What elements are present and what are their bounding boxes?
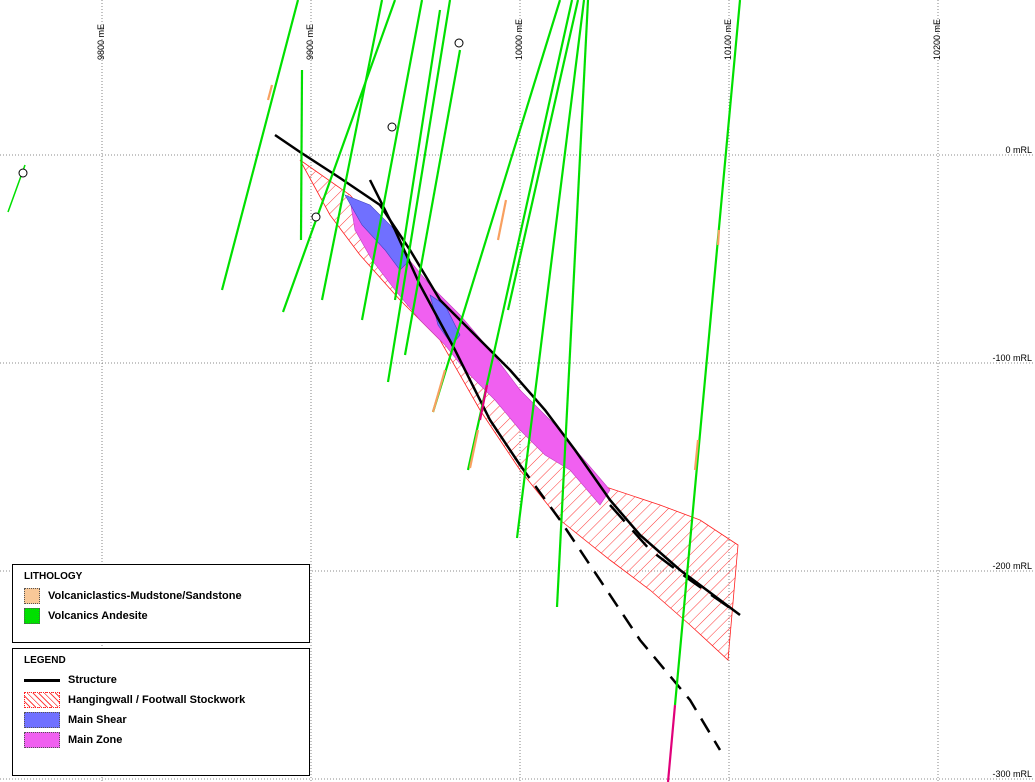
easting-label: 9800 mE	[96, 24, 106, 60]
collars	[19, 39, 463, 221]
legend-item-label: Main Shear	[68, 714, 127, 726]
structure-swatch	[24, 679, 60, 682]
easting-label: 10200 mE	[932, 19, 942, 60]
collar-marker	[388, 123, 396, 131]
easting-label: 10100 mE	[723, 19, 733, 60]
drill-hole	[301, 70, 302, 240]
drill-hole-segment	[498, 200, 506, 240]
legend-item: Main Shear	[24, 710, 309, 730]
main-zone-swatch	[24, 732, 60, 748]
legend-item-label: Main Zone	[68, 734, 122, 746]
level-label: -200 mRL	[992, 561, 1032, 571]
easting-label: 10000 mE	[514, 19, 524, 60]
level-label: 0 mRL	[1005, 145, 1032, 155]
level-label: -100 mRL	[992, 353, 1032, 363]
lithology-item: Volcanics Andesite	[24, 606, 309, 626]
collar-marker	[19, 169, 27, 177]
lithology-legend: LITHOLOGY Volcaniclastics-Mudstone/Sands…	[12, 564, 310, 643]
andesite-swatch	[24, 608, 40, 624]
easting-label: 9900 mE	[305, 24, 315, 60]
lithology-item-label: Volcaniclastics-Mudstone/Sandstone	[48, 590, 242, 602]
map-legend: LEGEND Structure Hangingwall / Footwall …	[12, 648, 310, 776]
drill-hole	[668, 705, 675, 782]
drill-hole-segment	[718, 230, 719, 245]
collar-marker	[312, 213, 320, 221]
level-label: -300 mRL	[992, 769, 1032, 779]
legend-item-label: Hangingwall / Footwall Stockwork	[68, 694, 245, 706]
drill-hole-segment	[470, 430, 478, 468]
drill-hole	[222, 0, 298, 290]
legend-item: Structure	[24, 670, 309, 690]
stockwork-swatch	[24, 692, 60, 708]
lithology-item: Volcaniclastics-Mudstone/Sandstone	[24, 586, 309, 606]
drill-hole-segment	[433, 370, 445, 412]
legend-title: LEGEND	[24, 655, 309, 666]
lithology-title: LITHOLOGY	[24, 571, 309, 582]
lithology-item-label: Volcanics Andesite	[48, 610, 148, 622]
drill-hole	[395, 10, 440, 300]
main-shear-swatch	[24, 712, 60, 728]
legend-item-label: Structure	[68, 674, 117, 686]
legend-item: Hangingwall / Footwall Stockwork	[24, 690, 309, 710]
mudstone-swatch	[24, 588, 40, 604]
legend-item: Main Zone	[24, 730, 309, 750]
collar-marker	[455, 39, 463, 47]
